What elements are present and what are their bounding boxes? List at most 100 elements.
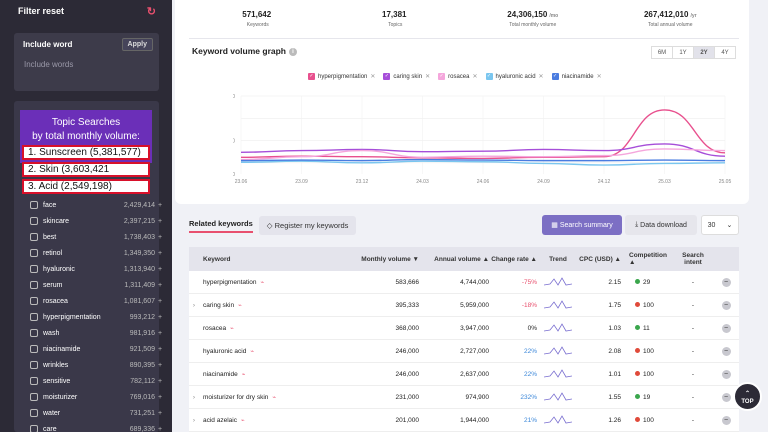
scroll-to-top-button[interactable]: ⌃ TOP <box>733 382 762 411</box>
keyword-text[interactable]: hyaluronic acid <box>203 347 247 355</box>
col-keyword[interactable]: Keyword <box>203 255 231 263</box>
word-filter-item[interactable]: water 731,251 + <box>30 405 170 421</box>
legend-item[interactable]: ✓ hyaluronic acid ✕ <box>485 73 544 80</box>
range-6m-button[interactable]: 6M <box>651 46 673 59</box>
keyword-text[interactable]: moisturizer for dry skin <box>203 393 269 401</box>
keyword-text[interactable]: caring skin <box>203 301 235 309</box>
table-row[interactable]: › acid azelaic ⌁ 201,000 1,944,000 21% 1.26 100… <box>189 409 739 432</box>
close-icon[interactable]: ✕ <box>370 74 376 80</box>
plus-icon[interactable]: + <box>158 201 163 209</box>
word-filter-item[interactable]: retinol 1,349,350 + <box>30 245 170 261</box>
tab-related-keywords[interactable]: Related keywords <box>189 219 253 233</box>
word-filter-item[interactable]: moisturizer 769,016 + <box>30 389 170 405</box>
expand-icon[interactable]: › <box>192 301 196 309</box>
word-filter-item[interactable]: hyaluronic 1,313,940 + <box>30 261 170 277</box>
col-cpc[interactable]: CPC (USD) ▲ <box>579 255 621 263</box>
checkbox[interactable] <box>30 201 38 209</box>
register-keywords-button[interactable]: ◇ Register my keywords <box>258 216 357 235</box>
keyword-text[interactable]: rosacea <box>203 324 227 332</box>
legend-item[interactable]: ✓ hyperpigmentation ✕ <box>308 73 375 80</box>
legend-item[interactable]: ✓ caring skin ✕ <box>383 73 430 80</box>
checkbox[interactable] <box>30 361 38 369</box>
minus-icon[interactable]: − <box>721 392 731 402</box>
table-row[interactable]: hyaluronic acid ⌁ 246,000 2,727,000 22% 2.08 1… <box>189 340 739 363</box>
plus-icon[interactable]: + <box>158 281 163 289</box>
table-row[interactable]: › moisturizer for dry skin ⌁ 231,000 974,900… <box>189 386 739 409</box>
minus-icon[interactable]: − <box>721 369 731 379</box>
close-icon[interactable]: ✕ <box>472 74 478 80</box>
word-filter-item[interactable]: sensitive 782,112 + <box>30 373 170 389</box>
close-icon[interactable]: ✕ <box>596 74 602 80</box>
plus-icon[interactable]: + <box>158 297 163 305</box>
minus-icon[interactable]: − <box>721 300 731 310</box>
word-filter-item[interactable]: skincare 2,397,215 + <box>30 213 170 229</box>
close-icon[interactable]: ✕ <box>538 74 544 80</box>
word-filter-item[interactable]: hyperpigmentation 993,212 + <box>30 309 170 325</box>
checkbox[interactable] <box>30 377 38 385</box>
checkbox[interactable] <box>30 409 38 417</box>
checkbox[interactable] <box>30 393 38 401</box>
table-row[interactable]: hyperpigmentation ⌁ 583,666 4,744,000 -75% 2.… <box>189 271 739 294</box>
minus-icon[interactable]: − <box>721 346 731 356</box>
apply-button[interactable]: Apply <box>121 38 153 51</box>
plus-icon[interactable]: + <box>158 313 163 321</box>
chart-icon[interactable]: ⌁ <box>260 279 265 286</box>
plus-icon[interactable]: + <box>158 409 163 417</box>
plus-icon[interactable]: + <box>158 361 163 369</box>
close-icon[interactable]: ✕ <box>425 74 431 80</box>
plus-icon[interactable]: + <box>158 425 163 432</box>
word-filter-item[interactable]: face 2,429,414 + <box>30 197 170 213</box>
col-annual-volume[interactable]: Annual volume ▲ <box>434 255 489 263</box>
checkbox[interactable] <box>30 265 38 273</box>
include-words-input[interactable]: Include words <box>24 60 74 69</box>
table-row[interactable]: niacinamide ⌁ 246,000 2,637,000 22% 1.01 100 - − <box>189 363 739 386</box>
word-filter-item[interactable]: serum 1,311,409 + <box>30 277 170 293</box>
range-2y-button[interactable]: 2Y <box>693 46 715 59</box>
word-filter-item[interactable]: wash 981,916 + <box>30 325 170 341</box>
col-competition[interactable]: Competition ▲ <box>629 252 667 266</box>
plus-icon[interactable]: + <box>158 233 163 241</box>
table-row[interactable]: › caring skin ⌁ 395,333 5,959,000 -18% 1.75 100… <box>189 294 739 317</box>
plus-icon[interactable]: + <box>158 265 163 273</box>
checkbox[interactable] <box>30 233 38 241</box>
col-change-rate[interactable]: Change rate ▲ <box>491 255 537 263</box>
checkbox[interactable] <box>30 217 38 225</box>
word-filter-item[interactable]: care 689,336 + <box>30 421 170 432</box>
minus-icon[interactable]: − <box>721 323 731 333</box>
checkbox[interactable] <box>30 425 38 432</box>
checkbox[interactable] <box>30 313 38 321</box>
word-filter-item[interactable]: wrinkles 890,395 + <box>30 357 170 373</box>
word-filter-item[interactable]: rosacea 1,081,607 + <box>30 293 170 309</box>
plus-icon[interactable]: + <box>158 393 163 401</box>
plus-icon[interactable]: + <box>158 249 163 257</box>
keyword-text[interactable]: acid azelaic <box>203 416 237 424</box>
checkbox[interactable] <box>30 345 38 353</box>
checkbox[interactable] <box>30 329 38 337</box>
legend-item[interactable]: ✓ rosacea ✕ <box>438 73 478 80</box>
reset-icon[interactable]: ↻ <box>146 5 156 18</box>
expand-icon[interactable]: › <box>192 416 196 424</box>
chart-icon[interactable]: ⌁ <box>230 325 234 332</box>
keyword-text[interactable]: hyperpigmentation <box>203 278 257 286</box>
range-4y-button[interactable]: 4Y <box>714 46 736 59</box>
legend-item[interactable]: ✓ niacinamide ✕ <box>551 73 602 80</box>
col-monthly-volume[interactable]: Monthly volume ▼ <box>361 255 419 263</box>
rows-select[interactable]: 30 ⌄ <box>701 215 739 235</box>
chart-icon[interactable]: ⌁ <box>240 417 245 424</box>
chart-icon[interactable]: ⌁ <box>238 302 242 309</box>
plus-icon[interactable]: + <box>158 217 163 225</box>
chart-icon[interactable]: ⌁ <box>272 394 276 401</box>
keyword-text[interactable]: niacinamide <box>203 370 238 378</box>
checkbox[interactable] <box>30 281 38 289</box>
plus-icon[interactable]: + <box>158 345 163 353</box>
word-filter-item[interactable]: niacinamide 921,509 + <box>30 341 170 357</box>
info-icon[interactable]: i <box>289 48 297 56</box>
search-summary-button[interactable]: ▦ Search summary <box>542 215 622 235</box>
expand-icon[interactable]: › <box>192 393 196 401</box>
chart-icon[interactable]: ⌁ <box>241 371 246 378</box>
plus-icon[interactable]: + <box>158 329 163 337</box>
minus-icon[interactable]: − <box>721 277 731 287</box>
data-download-button[interactable]: ⤓ Data download <box>625 215 697 235</box>
word-filter-item[interactable]: best 1,738,403 + <box>30 229 170 245</box>
checkbox[interactable] <box>30 297 38 305</box>
